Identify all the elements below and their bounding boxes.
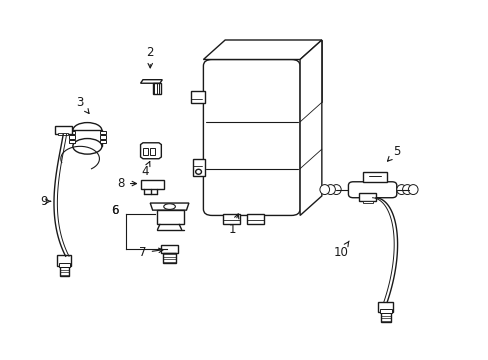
- Bar: [73, 130, 102, 146]
- Text: 10: 10: [333, 241, 348, 259]
- Text: 3: 3: [76, 95, 89, 113]
- Bar: [69, 140, 75, 144]
- Bar: [69, 135, 75, 139]
- Text: 7: 7: [139, 246, 163, 259]
- Bar: [381, 312, 390, 322]
- Ellipse shape: [396, 185, 406, 194]
- Text: 6: 6: [111, 204, 119, 217]
- Polygon shape: [203, 40, 321, 59]
- Text: 1: 1: [228, 214, 238, 236]
- Bar: [150, 148, 155, 155]
- Bar: [246, 215, 264, 224]
- Polygon shape: [140, 80, 162, 83]
- Bar: [143, 148, 148, 155]
- Bar: [152, 83, 161, 94]
- Ellipse shape: [331, 185, 341, 194]
- Text: 9: 9: [40, 195, 50, 208]
- Polygon shape: [300, 40, 321, 215]
- Polygon shape: [140, 143, 161, 159]
- Ellipse shape: [195, 169, 201, 174]
- Bar: [380, 309, 391, 313]
- Bar: [157, 210, 183, 224]
- Text: 5: 5: [386, 145, 400, 161]
- Ellipse shape: [325, 185, 335, 194]
- Text: 8: 8: [117, 177, 136, 190]
- Bar: [100, 131, 105, 134]
- Bar: [223, 215, 239, 224]
- FancyBboxPatch shape: [348, 182, 396, 198]
- Ellipse shape: [402, 185, 411, 194]
- Bar: [191, 91, 204, 103]
- Bar: [100, 140, 105, 144]
- Bar: [57, 256, 71, 266]
- Bar: [100, 135, 105, 139]
- Bar: [58, 133, 68, 135]
- Bar: [362, 172, 386, 182]
- Bar: [161, 245, 178, 253]
- Text: 4: 4: [142, 161, 150, 177]
- Ellipse shape: [319, 185, 329, 194]
- Bar: [60, 266, 69, 276]
- Polygon shape: [150, 203, 188, 210]
- Bar: [59, 262, 70, 267]
- Bar: [163, 253, 176, 263]
- Bar: [140, 180, 163, 189]
- Text: 6: 6: [111, 204, 119, 217]
- Ellipse shape: [73, 123, 102, 138]
- Bar: [378, 302, 392, 312]
- Ellipse shape: [163, 204, 175, 210]
- Text: 2: 2: [146, 46, 154, 68]
- Bar: [362, 201, 372, 203]
- Bar: [358, 193, 376, 201]
- Ellipse shape: [407, 185, 417, 194]
- FancyBboxPatch shape: [203, 59, 300, 215]
- Bar: [192, 159, 204, 176]
- Ellipse shape: [73, 139, 102, 154]
- Bar: [54, 126, 72, 134]
- Bar: [69, 131, 75, 134]
